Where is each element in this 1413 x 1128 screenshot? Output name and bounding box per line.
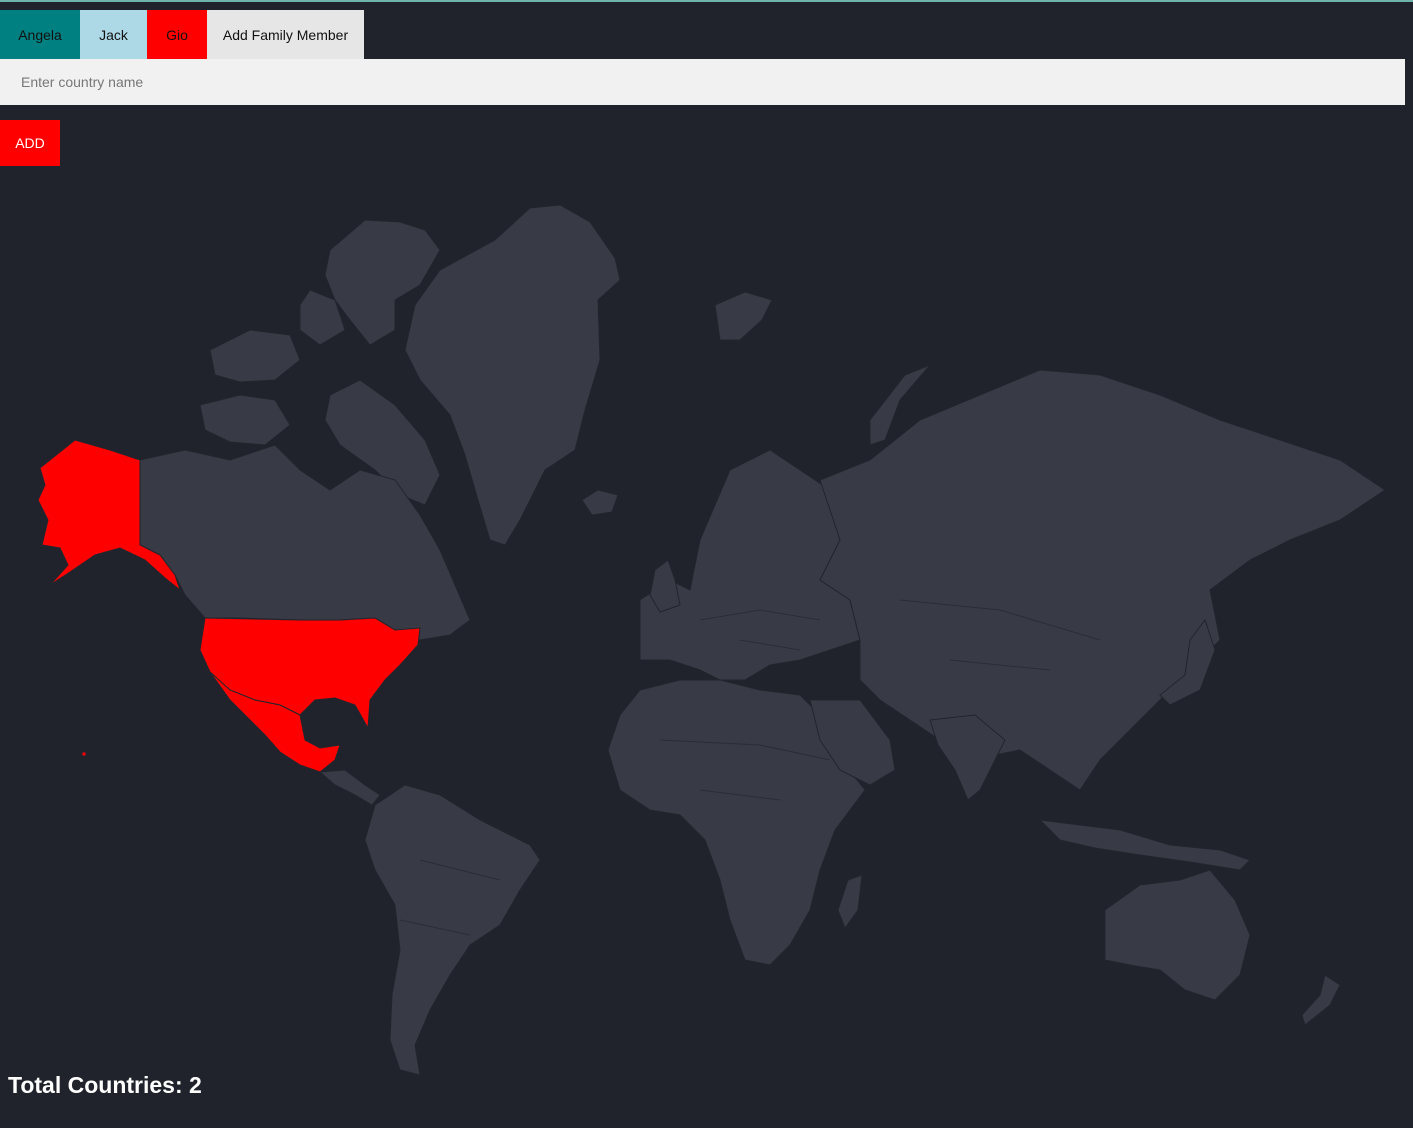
region-indonesia[interactable] xyxy=(1038,819,1251,871)
tab-angela[interactable]: Angela xyxy=(0,10,80,59)
tab-jack[interactable]: Jack xyxy=(80,10,147,59)
country-australia[interactable] xyxy=(1104,869,1251,1001)
country-japan[interactable] xyxy=(1159,618,1216,706)
top-accent-line xyxy=(0,0,1413,2)
country-iceland[interactable] xyxy=(581,489,619,516)
country-novaya-zemlya[interactable] xyxy=(869,364,931,446)
world-map xyxy=(37,204,1386,1076)
country-baffin-island[interactable] xyxy=(324,379,441,506)
country-india[interactable] xyxy=(929,714,1006,801)
country-usa-alaska[interactable] xyxy=(37,439,182,592)
add-country-button[interactable]: ADD xyxy=(0,120,60,166)
country-new-zealand[interactable] xyxy=(1301,974,1341,1026)
total-countries-label: Total Countries: 2 xyxy=(8,1072,202,1098)
country-canada[interactable] xyxy=(139,444,471,641)
country-canada-islands-3[interactable] xyxy=(209,329,301,383)
country-madagascar[interactable] xyxy=(837,874,863,930)
family-tabs: Angela Jack Gio Add Family Member xyxy=(0,10,364,59)
country-svalbard[interactable] xyxy=(714,291,773,341)
country-canada-islands-2[interactable] xyxy=(299,289,346,346)
region-central-america[interactable] xyxy=(318,769,381,806)
country-usa-hawaii xyxy=(81,751,87,757)
border-lines xyxy=(399,599,1101,936)
country-mexico[interactable] xyxy=(209,671,341,773)
region-arabia[interactable] xyxy=(809,699,896,786)
region-africa[interactable] xyxy=(607,679,866,966)
tab-gio[interactable]: Gio xyxy=(147,10,207,59)
country-name-input[interactable] xyxy=(0,59,1405,105)
region-russia-asia[interactable] xyxy=(819,369,1386,797)
add-family-member-tab[interactable]: Add Family Member xyxy=(207,10,364,59)
country-usa[interactable] xyxy=(199,617,421,730)
region-south-america[interactable] xyxy=(364,784,541,1076)
country-uk[interactable] xyxy=(649,559,681,613)
country-canada-islands-4[interactable] xyxy=(199,394,291,446)
country-greenland[interactable] xyxy=(404,204,621,546)
